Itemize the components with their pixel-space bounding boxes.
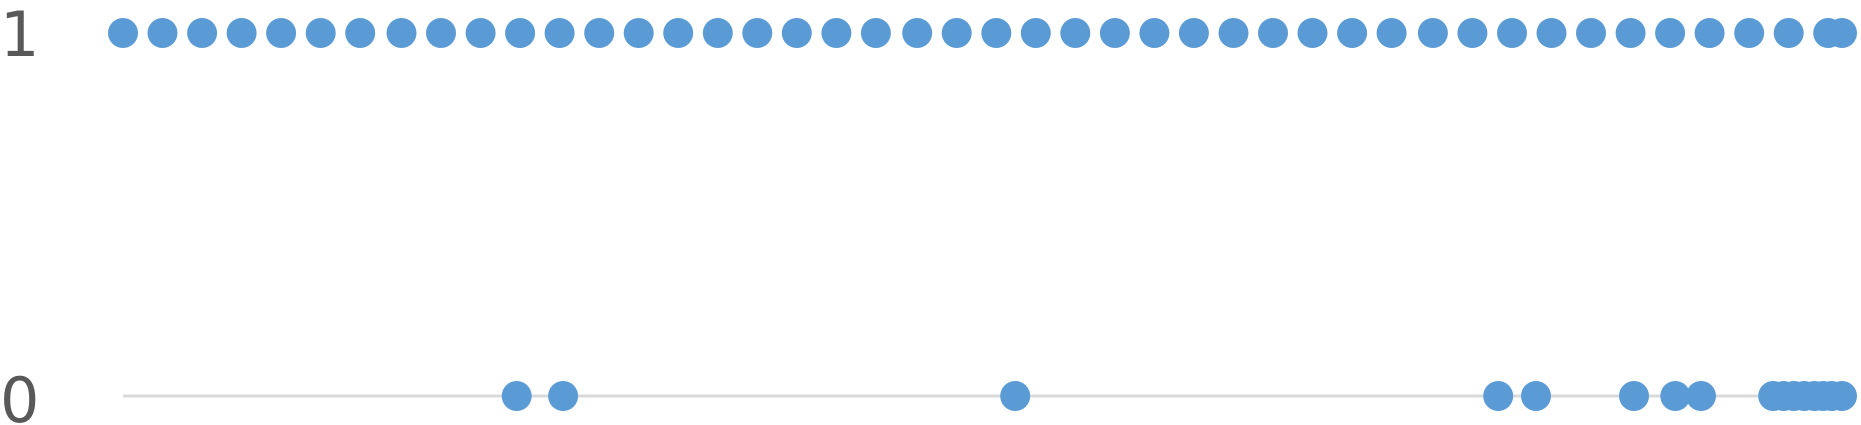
data-point-y0-5	[1619, 381, 1649, 411]
data-point-y0-3	[1483, 381, 1514, 411]
data-point-y0-1	[548, 381, 579, 411]
y-tick-label-1: 1	[0, 0, 39, 71]
data-point-y1-13	[623, 18, 654, 48]
data-point-y0-2	[1000, 381, 1031, 411]
data-point-y1-23	[1020, 18, 1051, 48]
data-point-y1-14	[663, 18, 694, 48]
data-point-y1-3	[226, 18, 257, 48]
data-point-y1-17	[781, 18, 812, 48]
data-point-y1-19	[860, 18, 891, 48]
data-point-y1-31	[1337, 18, 1368, 48]
data-point-y0-4	[1521, 381, 1551, 411]
data-point-y0-6	[1660, 381, 1691, 411]
data-point-y1-42	[1773, 18, 1804, 48]
data-point-y1-4	[266, 18, 297, 48]
data-point-y1-40	[1694, 18, 1725, 48]
data-point-y1-22	[981, 18, 1012, 48]
data-point-y1-44	[1827, 18, 1857, 48]
data-point-y1-35	[1497, 18, 1527, 48]
data-point-y1-25	[1099, 18, 1130, 48]
data-point-y1-41	[1734, 18, 1765, 48]
data-point-y1-5	[305, 18, 336, 48]
data-point-y1-20	[902, 18, 933, 48]
data-point-y1-1	[147, 18, 178, 48]
data-point-y1-18	[821, 18, 852, 48]
data-point-y1-7	[386, 18, 417, 48]
data-point-y1-29	[1258, 18, 1288, 48]
data-point-y0-15	[1827, 381, 1857, 411]
data-point-y0-7	[1686, 381, 1716, 411]
data-point-y1-12	[584, 18, 615, 48]
data-point-y1-10	[505, 18, 536, 48]
data-point-y1-39	[1655, 18, 1686, 48]
data-point-y1-24	[1060, 18, 1091, 48]
data-point-y1-11	[544, 18, 575, 48]
data-point-y1-28	[1218, 18, 1249, 48]
data-point-y1-30	[1297, 18, 1328, 48]
data-point-y1-33	[1417, 18, 1448, 48]
y-tick-label-0: 0	[0, 364, 39, 425]
data-point-y1-21	[941, 18, 972, 48]
data-point-y1-27	[1178, 18, 1209, 48]
data-point-y1-9	[465, 18, 496, 48]
data-point-y1-32	[1376, 18, 1407, 48]
data-point-y1-15	[702, 18, 733, 48]
data-point-y0-0	[501, 381, 532, 411]
data-point-y1-37	[1576, 18, 1606, 48]
data-point-y1-2	[187, 18, 218, 48]
data-point-y1-16	[742, 18, 773, 48]
data-point-y1-38	[1615, 18, 1646, 48]
data-point-y1-8	[426, 18, 456, 48]
data-point-y1-36	[1536, 18, 1567, 48]
data-point-y1-34	[1457, 18, 1488, 48]
data-points	[108, 18, 1857, 411]
data-point-y1-26	[1139, 18, 1170, 48]
data-point-y1-0	[108, 18, 138, 48]
data-point-y1-6	[345, 18, 376, 48]
